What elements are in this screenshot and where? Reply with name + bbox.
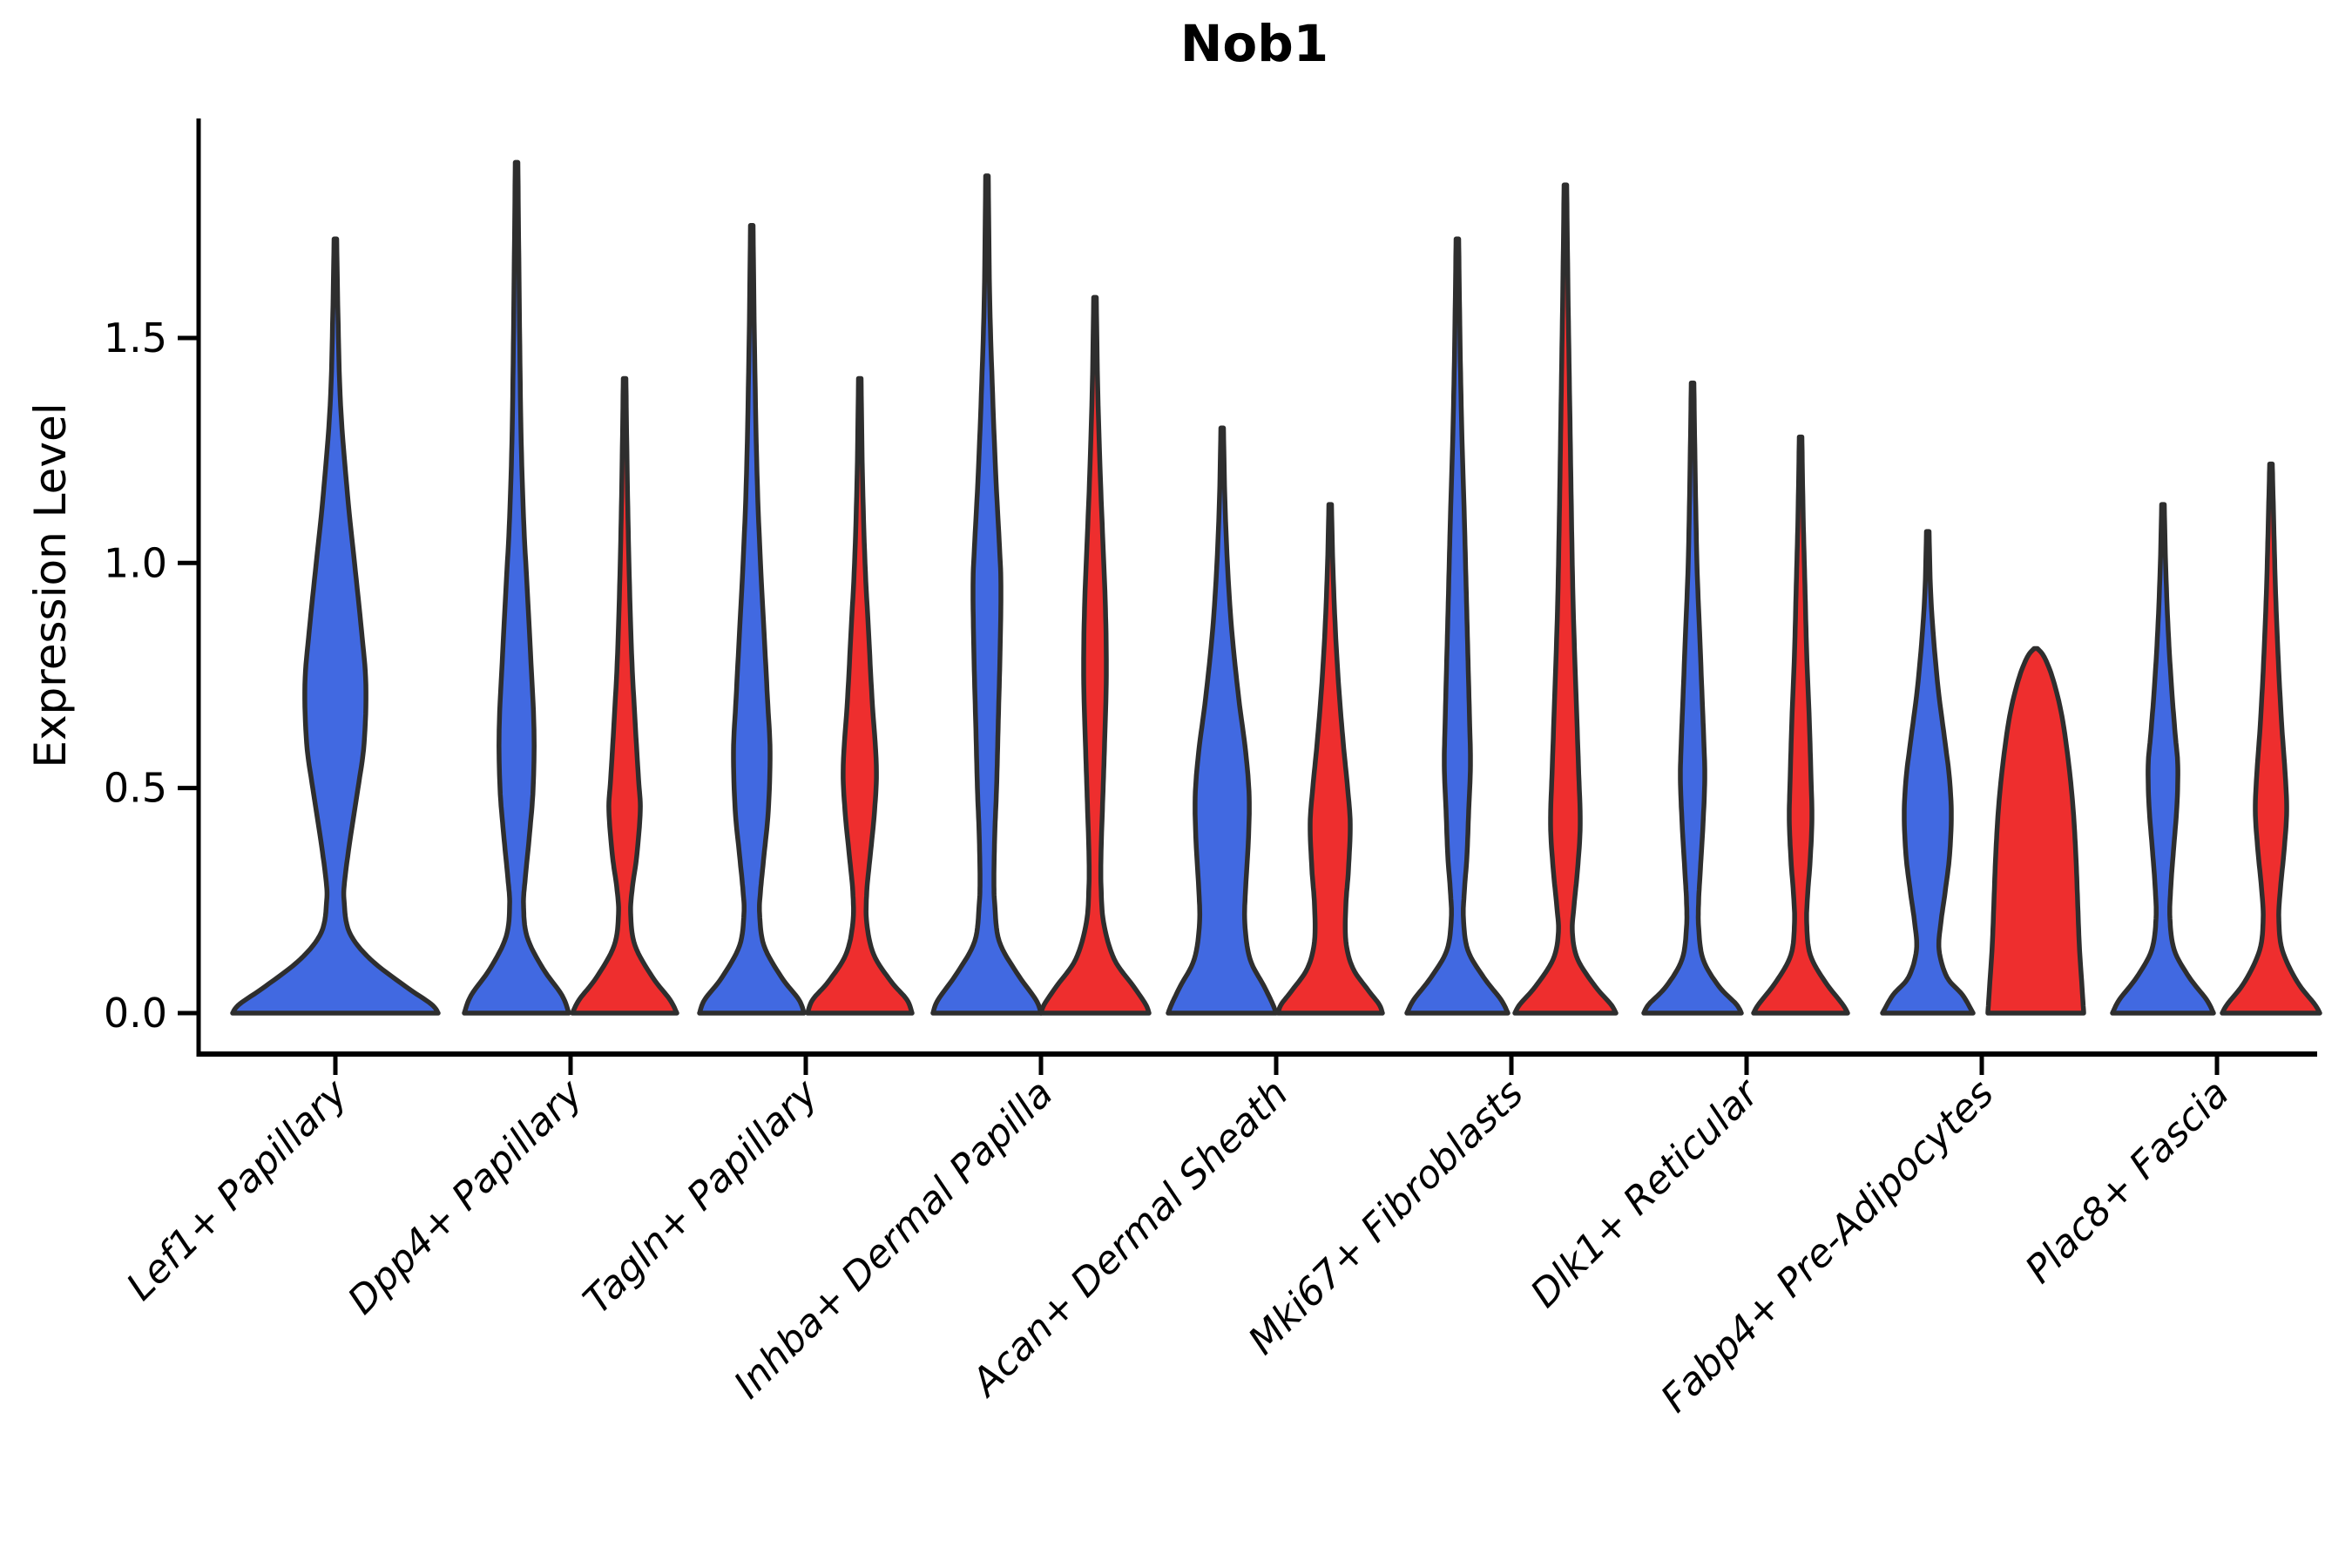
- y-axis-title: Expression Level: [25, 402, 76, 768]
- violin-tagln-blue: [697, 223, 807, 1016]
- violin-dlk1-red: [1751, 434, 1850, 1016]
- y-tick-label: 0.0: [104, 990, 167, 1037]
- violin-mki67-red: [1512, 182, 1619, 1016]
- violin-mki67-blue: [1404, 236, 1511, 1016]
- x-category-label: Plac8+ Fascia: [2017, 1071, 2237, 1292]
- violin-dpp4-blue: [462, 159, 571, 1016]
- violin-plac8-blue: [2110, 502, 2216, 1016]
- x-category-label: Dlk1+ Reticular: [1522, 1070, 1768, 1316]
- violin-acan-blue: [1166, 425, 1279, 1016]
- y-tick-label: 0.5: [104, 765, 167, 812]
- violin-lef1-blue: [230, 236, 441, 1016]
- violin-dlk1-blue: [1641, 380, 1744, 1016]
- violin-acan-red: [1275, 502, 1385, 1016]
- violin-dpp4-red: [570, 375, 679, 1016]
- violin-inhba-blue: [930, 173, 1044, 1016]
- x-category-label: Lef1+ Papillary: [118, 1071, 357, 1309]
- violin-fabp4-red: [1985, 645, 2086, 1016]
- y-tick-label: 1.5: [104, 314, 167, 362]
- violin-tagln-red: [805, 375, 915, 1016]
- chart-title: Nob1: [1179, 14, 1329, 73]
- y-tick-label: 1.0: [104, 539, 167, 586]
- violin-fabp4-blue: [1880, 529, 1976, 1016]
- x-category-label: Tagln+ Papillary: [575, 1071, 827, 1322]
- violin-inhba-red: [1038, 294, 1152, 1016]
- x-category-label: Dpp4+ Papillary: [340, 1071, 592, 1323]
- violin-plac8-red: [2220, 461, 2322, 1016]
